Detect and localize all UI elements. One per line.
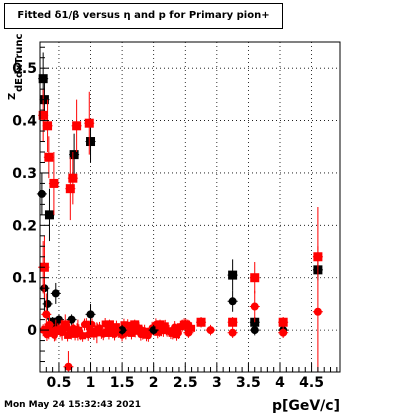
data-point-circle: [118, 326, 127, 335]
data-point-square: [228, 317, 238, 327]
cluster-marker: [188, 324, 196, 332]
data-point-square: [65, 184, 75, 194]
data-point-square: [313, 252, 323, 262]
data-point-circle: [206, 326, 215, 335]
data-point-circle: [228, 297, 237, 306]
cluster-marker: [131, 327, 139, 335]
x-tick-label: 2: [149, 375, 159, 391]
y-tick-label: 0.4: [12, 114, 37, 130]
cluster-marker: [161, 322, 169, 330]
data-point-square: [49, 178, 59, 188]
data-point-square: [69, 150, 79, 160]
cluster-marker: [86, 327, 94, 335]
x-tick-label: 2.5: [173, 375, 198, 391]
y-tick-label: 0.1: [12, 271, 37, 287]
y-axis-title: Z: [7, 93, 18, 100]
y-tick-label: 0.2: [12, 218, 37, 234]
data-point-square: [130, 320, 140, 330]
chart-title: Fitted δ1/β versus η and p for Primary p…: [17, 10, 270, 21]
data-point-square: [180, 320, 190, 330]
cluster-marker: [64, 331, 72, 339]
x-tick-label: 1.5: [110, 375, 135, 391]
y-tick-label: 0.3: [12, 166, 37, 182]
cluster-marker: [105, 329, 113, 337]
y-tick-label: 0.5: [12, 61, 37, 77]
x-tick-label: 4.5: [299, 375, 324, 391]
data-point-square: [278, 317, 288, 327]
data-point-circle: [73, 326, 82, 335]
data-point-square: [72, 121, 82, 131]
data-point-circle: [279, 328, 288, 337]
data-point-square: [60, 320, 70, 330]
data-point-circle: [64, 362, 73, 371]
x-tick-label: 4: [275, 375, 285, 391]
data-point-square: [196, 317, 206, 327]
cluster-marker: [174, 329, 182, 337]
timestamp-label: Mon May 24 15:32:43 2021: [4, 400, 142, 410]
cluster-marker: [127, 329, 135, 337]
data-point-square: [228, 270, 238, 280]
data-point-square: [104, 320, 114, 330]
data-point-square: [84, 118, 94, 128]
cluster-marker: [41, 325, 49, 333]
data-point-circle: [43, 299, 52, 308]
chart-title-box: Fitted δ1/β versus η and p for Primary p…: [4, 3, 283, 29]
data-point-circle: [313, 307, 322, 316]
x-tick-label: 3: [212, 375, 222, 391]
data-point-square: [38, 110, 48, 120]
data-point-circle: [250, 302, 259, 311]
data-point-square: [48, 317, 58, 327]
cluster-marker: [82, 320, 90, 328]
data-point-square: [86, 137, 96, 147]
data-point-circle: [51, 289, 60, 298]
x-tick-label: 1: [86, 375, 96, 391]
data-point-square: [155, 320, 165, 330]
x-tick-label: 3.5: [236, 375, 261, 391]
x-axis-title: p[GeV/c]: [272, 398, 340, 414]
data-point-circle: [45, 320, 54, 329]
data-point-circle: [250, 326, 259, 335]
cluster-marker: [79, 332, 87, 340]
data-point-square: [68, 173, 78, 183]
data-point-circle: [228, 328, 237, 337]
data-point-circle: [51, 326, 60, 335]
cluster-marker: [71, 330, 79, 338]
data-point-circle: [86, 310, 95, 319]
y-tick-label: 0: [27, 323, 37, 339]
data-point-square: [250, 273, 260, 283]
x-tick-label: 0.5: [47, 375, 72, 391]
data-point-square: [43, 121, 53, 131]
data-point-circle: [184, 328, 193, 337]
cluster-marker: [120, 321, 128, 329]
cluster-marker: [124, 321, 132, 329]
data-point-square: [44, 210, 54, 220]
data-point-circle: [92, 328, 101, 337]
data-point-circle: [42, 310, 51, 319]
data-point-square: [44, 152, 54, 162]
cluster-marker: [169, 329, 177, 337]
plot-frame: [39, 41, 341, 373]
cluster-marker: [67, 329, 75, 337]
y-axis-subscript: dEdxTrunc: [14, 34, 25, 92]
